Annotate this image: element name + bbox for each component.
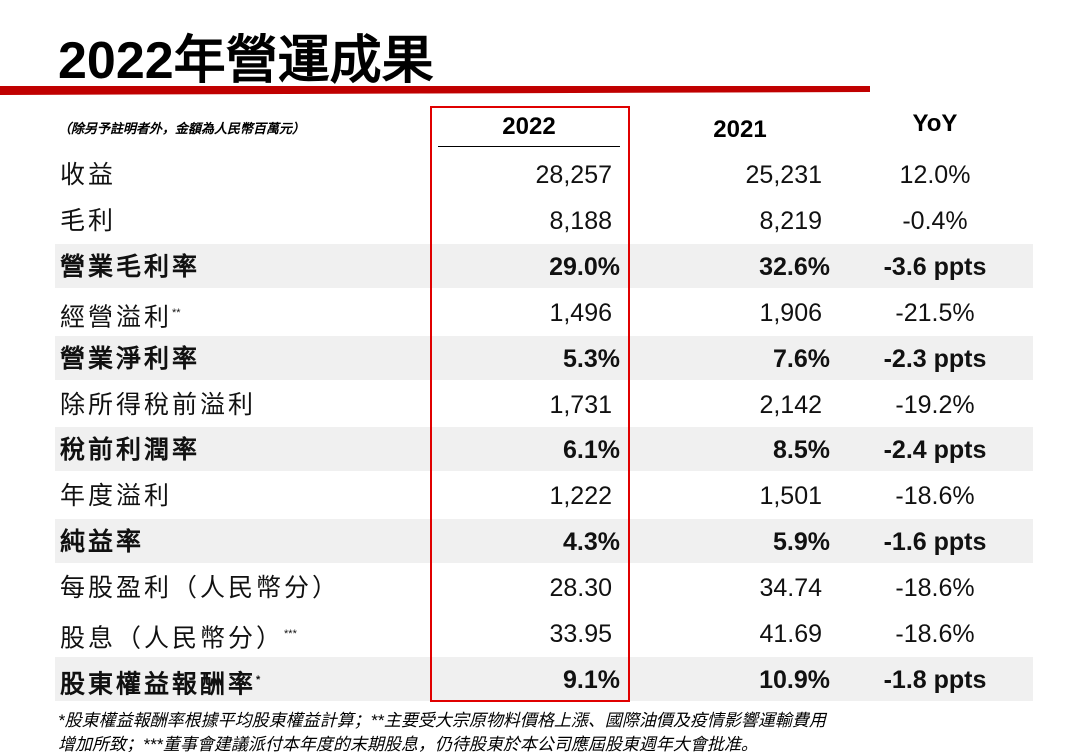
cell-value: 5.9% [773, 528, 830, 557]
row-label: 經營溢利** [60, 290, 181, 340]
label-text: 稅前利潤率 [60, 436, 201, 465]
cell-value: 1,222 [549, 482, 612, 511]
row-label: 稅前利潤率 [60, 427, 200, 473]
column-header: 2022 [502, 113, 556, 140]
cell-value: 8.5% [773, 436, 830, 465]
cell-value: 34.74 [759, 574, 822, 603]
row-label: 營業淨利率 [60, 336, 200, 382]
column-header: 2021 [713, 116, 767, 143]
cell-value: 12.0% [899, 161, 971, 189]
cell-value: -2.3 ppts [883, 344, 987, 373]
cell-value: 41.69 [759, 620, 822, 648]
cell-value: -19.2% [895, 390, 975, 419]
footnote: 增加所致；***董事會建議派付本年度的末期股息，仍待股東於本公司應屆股東週年大會… [58, 735, 758, 752]
cell-value: 10.9% [759, 665, 830, 694]
label-text: 純益率 [60, 528, 145, 557]
cell-value: 1,731 [549, 390, 612, 419]
cell-value: 1,906 [759, 298, 822, 327]
highlight-box [430, 106, 630, 702]
cell-value: -18.6% [895, 574, 975, 603]
cell-value: 7.6% [773, 344, 830, 373]
footnote: *股東權益報酬率根據平均股東權益計算；**主要受大宗原物料價格上漲、國際油價及疫… [58, 711, 826, 730]
cell-value: 28,257 [535, 161, 612, 189]
label-text: 每股盈利（人民幣分） [60, 574, 341, 603]
row-label: 營業毛利率 [60, 244, 200, 290]
cell-value: 8,219 [759, 206, 822, 235]
column-header: YoY [912, 110, 958, 137]
cell-value: 33.95 [549, 620, 612, 648]
cell-value: 28.30 [549, 574, 612, 603]
footnote-mark: * [256, 673, 261, 686]
cell-value: 25,231 [745, 161, 822, 189]
cell-value: 2,142 [759, 390, 822, 419]
cell-value: -3.6 ppts [883, 252, 987, 281]
label-text: 經營溢利 [60, 303, 173, 332]
title: 2022年營運成果 [58, 32, 434, 90]
row-label: 每股盈利（人民幣分） [60, 565, 340, 611]
cell-value: -0.4% [902, 206, 968, 235]
row-shade [55, 519, 1033, 564]
label-text: 營業毛利率 [60, 252, 201, 281]
row-shade [55, 243, 1033, 288]
cell-value: -21.5% [895, 298, 975, 327]
label-text: 營業淨利率 [60, 344, 201, 373]
row-shade [55, 656, 1033, 701]
cell-value: 1,496 [549, 298, 612, 327]
row-label: 毛利 [60, 198, 116, 244]
label-text: 毛利 [60, 206, 117, 235]
title-rule [0, 86, 870, 95]
unit-note: （除另予註明者外，金額為人民幣百萬元） [58, 121, 306, 136]
row-shade [55, 335, 1033, 380]
cell-value: -18.6% [895, 482, 975, 511]
label-text: 股東權益報酬率 [60, 670, 257, 699]
label-text: 股息（人民幣分） [60, 624, 285, 653]
row-label: 股息（人民幣分）*** [60, 611, 297, 661]
column-header-rule [438, 146, 620, 147]
row-label: 股東權益報酬率* [60, 657, 260, 707]
row-label: 除所得稅前溢利 [60, 382, 256, 428]
cell-value: -1.6 ppts [883, 528, 987, 557]
label-text: 年度溢利 [60, 482, 173, 511]
cell-value: 29.0% [549, 252, 620, 281]
row-label: 年度溢利 [60, 473, 172, 519]
footnote-mark: *** [284, 628, 297, 640]
cell-value: -18.6% [895, 620, 975, 648]
row-shade [55, 427, 1033, 472]
cell-value: 32.6% [759, 252, 830, 281]
row-label: 收益 [60, 152, 116, 198]
cell-value: 1,501 [759, 482, 822, 511]
label-text: 除所得稅前溢利 [60, 390, 257, 419]
label-text: 收益 [60, 161, 117, 189]
cell-value: -2.4 ppts [883, 436, 987, 465]
cell-value: 9.1% [563, 665, 620, 694]
cell-value: 5.3% [563, 344, 620, 373]
cell-value: 8,188 [549, 206, 612, 235]
cell-value: 4.3% [563, 528, 620, 557]
row-label: 純益率 [60, 519, 144, 565]
cell-value: -1.8 ppts [883, 665, 987, 694]
cell-value: 6.1% [563, 436, 620, 465]
footnote-mark: ** [172, 306, 181, 319]
